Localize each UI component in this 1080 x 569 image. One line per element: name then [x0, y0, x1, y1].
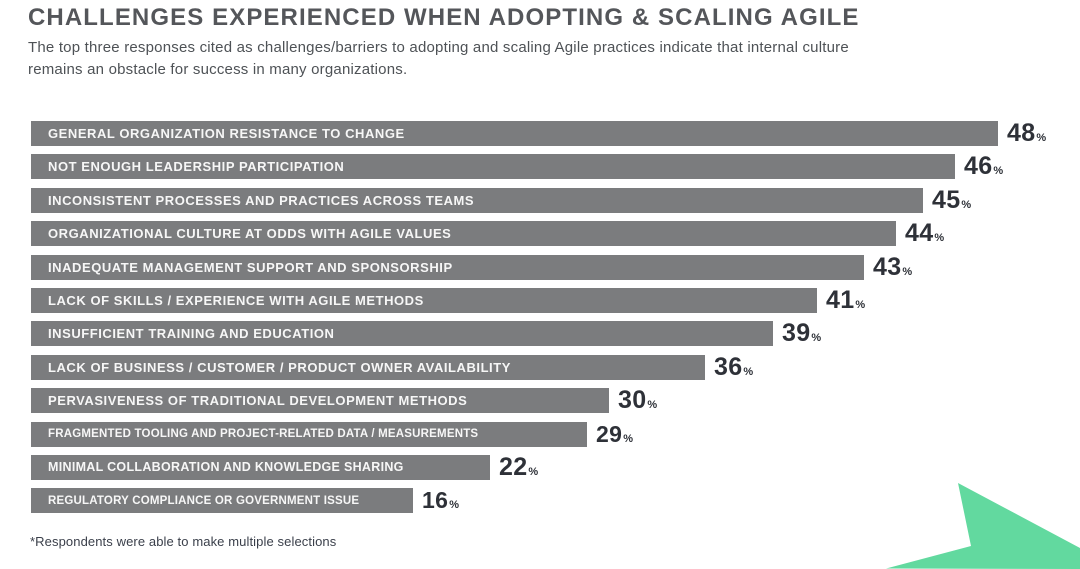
bar: INCONSISTENT PROCESSES AND PRACTICES ACR…: [31, 187, 923, 213]
percent-value: 30: [618, 386, 647, 415]
bar-label: LACK OF SKILLS / EXPERIENCE WITH AGILE M…: [48, 292, 424, 308]
bar: LACK OF BUSINESS / CUSTOMER / PRODUCT OW…: [31, 354, 705, 380]
percent-value: 39: [782, 319, 811, 348]
bar: NOT ENOUGH LEADERSHIP PARTICIPATION: [31, 154, 955, 180]
percent-value: 41: [826, 285, 855, 314]
bar-row: INADEQUATE MANAGEMENT SUPPORT AND SPONSO…: [31, 253, 1046, 282]
bar-row: INCONSISTENT PROCESSES AND PRACTICES ACR…: [31, 186, 1046, 215]
percent-value: 29: [596, 420, 623, 447]
percent-label: 30%: [618, 386, 657, 415]
percent-label: 29%: [596, 421, 633, 448]
percent-sign: %: [623, 432, 633, 445]
percent-sign: %: [811, 332, 822, 345]
bar: INADEQUATE MANAGEMENT SUPPORT AND SPONSO…: [31, 254, 864, 280]
percent-label: 46%: [964, 152, 1003, 181]
percent-label: 48%: [1007, 119, 1046, 148]
percent-value: 36: [714, 352, 743, 381]
page-subtitle-line-2: remains an obstacle for success in many …: [28, 61, 408, 78]
percent-sign: %: [902, 265, 913, 278]
percent-value: 48: [1007, 119, 1036, 147]
bar-label: LACK OF BUSINESS / CUSTOMER / PRODUCT OW…: [48, 359, 511, 375]
bar-row: INSUFFICIENT TRAINING AND EDUCATION 39%: [31, 319, 1046, 348]
percent-sign: %: [993, 165, 1004, 178]
percent-label: 45%: [932, 186, 971, 215]
percent-value: 43: [873, 252, 902, 281]
percent-label: 36%: [714, 353, 753, 382]
bar-row: REGULATORY COMPLIANCE OR GOVERNMENT ISSU…: [31, 487, 1046, 514]
percent-value: 45: [932, 185, 961, 214]
bar-label: MINIMAL COLLABORATION AND KNOWLEDGE SHAR…: [48, 460, 404, 475]
page-subtitle: The top three responses cited as challen…: [28, 37, 849, 81]
percent-sign: %: [1036, 132, 1047, 144]
percent-value: 16: [422, 487, 449, 514]
page-title: CHALLENGES EXPERIENCED WHEN ADOPTING & S…: [28, 4, 860, 31]
bar: REGULATORY COMPLIANCE OR GOVERNMENT ISSU…: [31, 488, 413, 514]
percent-label: 43%: [873, 253, 912, 282]
bar: LACK OF SKILLS / EXPERIENCE WITH AGILE M…: [31, 287, 817, 313]
bar: MINIMAL COLLABORATION AND KNOWLEDGE SHAR…: [31, 454, 490, 480]
bar-label: INCONSISTENT PROCESSES AND PRACTICES ACR…: [48, 192, 475, 208]
percent-label: 44%: [905, 219, 944, 248]
bar-label: GENERAL ORGANIZATION RESISTANCE TO CHANG…: [48, 126, 405, 141]
bar: PERVASIVENESS OF TRADITIONAL DEVELOPMENT…: [31, 388, 609, 414]
percent-sign: %: [855, 298, 866, 311]
bar: INSUFFICIENT TRAINING AND EDUCATION: [31, 321, 773, 347]
bar: ORGANIZATIONAL CULTURE AT ODDS WITH AGIL…: [31, 221, 896, 247]
percent-sign: %: [934, 232, 945, 245]
percent-value: 46: [964, 152, 993, 181]
bar-label: FRAGMENTED TOOLING AND PROJECT-RELATED D…: [48, 428, 479, 441]
percent-label: 22%: [499, 453, 538, 482]
percent-sign: %: [743, 365, 754, 378]
bar-chart: GENERAL ORGANIZATION RESISTANCE TO CHANG…: [31, 119, 1046, 522]
bar-label: NOT ENOUGH LEADERSHIP PARTICIPATION: [48, 159, 345, 175]
bar-label: INSUFFICIENT TRAINING AND EDUCATION: [48, 326, 335, 342]
percent-label: 39%: [782, 319, 821, 348]
page-subtitle-line-1: The top three responses cited as challen…: [28, 39, 849, 56]
bar-row: ORGANIZATIONAL CULTURE AT ODDS WITH AGIL…: [31, 219, 1046, 248]
bar-row: GENERAL ORGANIZATION RESISTANCE TO CHANG…: [31, 119, 1046, 148]
bar-label: REGULATORY COMPLIANCE OR GOVERNMENT ISSU…: [48, 494, 360, 507]
bar-row: PERVASIVENESS OF TRADITIONAL DEVELOPMENT…: [31, 386, 1046, 415]
bar-row: MINIMAL COLLABORATION AND KNOWLEDGE SHAR…: [31, 453, 1046, 482]
bar-label: ORGANIZATIONAL CULTURE AT ODDS WITH AGIL…: [48, 226, 452, 242]
bar: FRAGMENTED TOOLING AND PROJECT-RELATED D…: [31, 421, 587, 447]
percent-value: 44: [905, 219, 934, 248]
bar: GENERAL ORGANIZATION RESISTANCE TO CHANG…: [31, 121, 998, 146]
bar-row: NOT ENOUGH LEADERSHIP PARTICIPATION 46%: [31, 152, 1046, 181]
bar-label: PERVASIVENESS OF TRADITIONAL DEVELOPMENT…: [48, 393, 468, 409]
percent-sign: %: [647, 399, 658, 412]
percent-sign: %: [528, 465, 539, 478]
percent-sign: %: [961, 198, 972, 211]
bar-row: FRAGMENTED TOOLING AND PROJECT-RELATED D…: [31, 421, 1046, 448]
bar-row: LACK OF BUSINESS / CUSTOMER / PRODUCT OW…: [31, 353, 1046, 382]
footnote: *Respondents were able to make multiple …: [30, 534, 337, 549]
percent-label: 41%: [826, 286, 865, 315]
percent-sign: %: [449, 499, 459, 512]
bar-label: INADEQUATE MANAGEMENT SUPPORT AND SPONSO…: [48, 259, 453, 275]
percent-value: 22: [499, 452, 528, 481]
percent-label: 16%: [422, 487, 459, 514]
bar-row: LACK OF SKILLS / EXPERIENCE WITH AGILE M…: [31, 286, 1046, 315]
